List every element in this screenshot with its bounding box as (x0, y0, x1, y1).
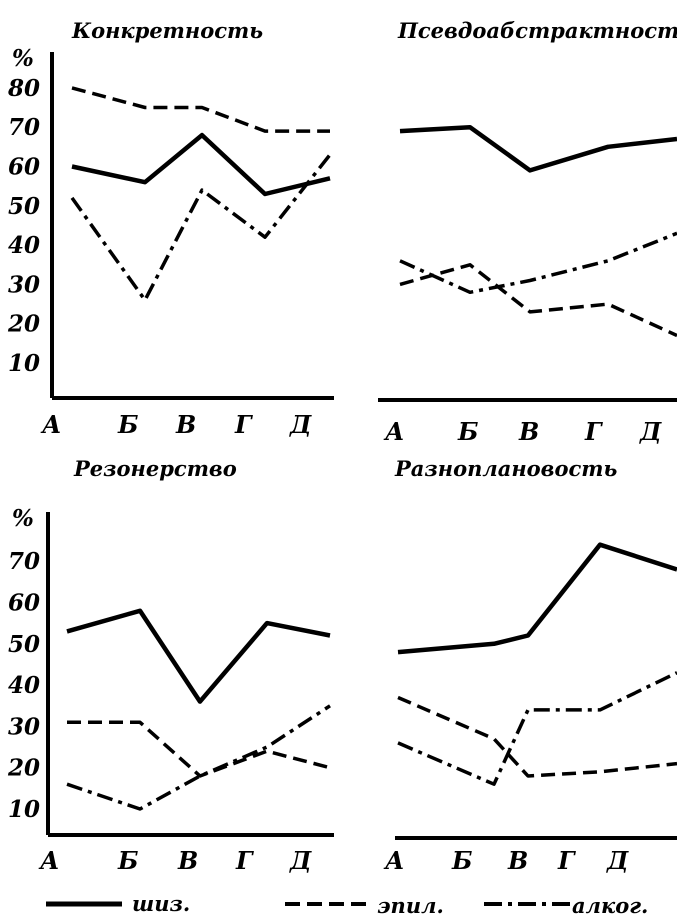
series-line-dashed (397, 695, 677, 778)
legend: шиз. эпил. алког. (46, 891, 648, 918)
series-line-dashdot (66, 704, 331, 811)
x-tick-label: Г (557, 846, 576, 875)
series-line-dashed (67, 720, 331, 778)
panel-title: Псевдоабстрактность (397, 18, 677, 43)
y-axis-unit: % (12, 45, 34, 72)
x-tick-label: А (38, 846, 60, 875)
legend-label-alco: алког. (572, 893, 648, 918)
series-line-dashdot (397, 671, 677, 786)
panel-title: Конкретность (71, 18, 263, 43)
panel-4: Разноплановость А Б В Г Д (383, 456, 677, 875)
x-tick-label: Д (606, 846, 629, 875)
x-tick-label: Г (234, 410, 253, 439)
x-tick-label: А (40, 410, 62, 439)
series-line-solid (71, 132, 331, 197)
y-tick-label: 30 (8, 271, 40, 298)
series-line-dashed (399, 263, 677, 338)
panel-3: Резонерство% 70 60 50 40 30 20 10 А Б В Г Д (7, 456, 334, 875)
y-tick-label: 70 (8, 114, 40, 141)
x-tick-label: Д (289, 410, 312, 439)
series-line-solid (397, 542, 677, 655)
y-tick-label: 60 (8, 154, 40, 181)
legend-label-schiz: шиз. (132, 891, 190, 916)
series-line-solid (66, 608, 331, 704)
x-tick-label: Д (639, 417, 662, 446)
y-tick-label: 20 (7, 755, 40, 782)
x-tick-label: В (177, 846, 198, 875)
panel-1: Конкретность% 80 70 60 50 40 30 20 10 А Б В Г Д (7, 18, 334, 439)
y-tick-label: 10 (8, 350, 40, 377)
y-tick-label: 60 (8, 590, 40, 617)
x-tick-label: Г (235, 846, 254, 875)
x-tick-label: Г (584, 417, 603, 446)
y-tick-label: 70 (8, 548, 40, 575)
x-tick-label: А (383, 846, 405, 875)
series-line-solid (399, 124, 677, 173)
y-tick-label: 10 (8, 796, 40, 823)
x-tick-label: Д (289, 846, 312, 875)
panel-title: Резонерство (73, 456, 237, 481)
series-line-dashed (71, 86, 330, 133)
y-tick-label: 30 (8, 713, 40, 740)
x-tick-label: В (518, 417, 539, 446)
series-line-dashdot (70, 153, 332, 302)
x-tick-label: Б (117, 410, 139, 439)
y-tick-label: 50 (8, 193, 40, 220)
panel-2: Псевдоабстрактность А Б В Г Д (378, 18, 677, 446)
x-tick-label: В (507, 846, 528, 875)
y-tick-label: 40 (8, 232, 40, 259)
y-axis-unit: % (12, 505, 34, 532)
y-tick-label: 20 (7, 311, 40, 338)
y-tick-label: 50 (8, 631, 40, 658)
y-tick-label: 40 (8, 672, 40, 699)
panel-title: Разноплановость (394, 456, 617, 481)
x-tick-label: В (175, 410, 196, 439)
x-tick-label: Б (451, 846, 473, 875)
x-tick-label: А (383, 417, 405, 446)
x-tick-label: Б (117, 846, 139, 875)
y-tick-label: 80 (7, 75, 40, 102)
series-line-dashdot (399, 231, 677, 295)
legend-label-epil: эпил. (377, 893, 444, 918)
x-tick-label: Б (457, 417, 479, 446)
